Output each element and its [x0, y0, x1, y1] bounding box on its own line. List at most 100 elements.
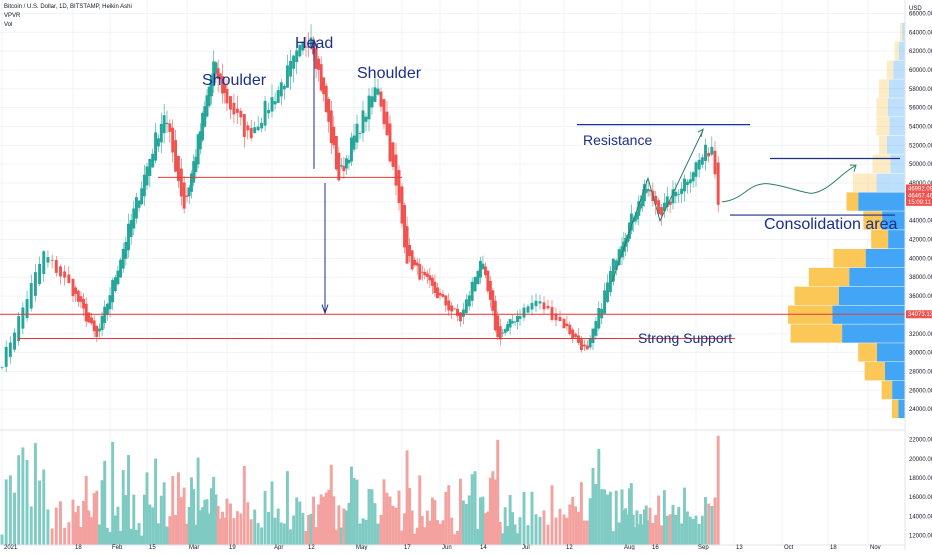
- volume-bar: [565, 517, 569, 545]
- candle-body: [364, 116, 368, 122]
- candle: [433, 274, 437, 297]
- price-tag-text: 15:09:11: [908, 200, 932, 206]
- candle-body: [90, 317, 93, 324]
- candle-body: [198, 131, 202, 150]
- volume-bar: [182, 487, 186, 545]
- candle: [603, 282, 607, 315]
- time-axis[interactable]: 2021 18 Feb 15 Mar 19 Apr 12 May 17 Jun 14 Jul 12 Aug 1…: [0, 544, 905, 551]
- y-tick-label: 54000.00: [909, 124, 932, 130]
- candle: [295, 42, 299, 75]
- volume-bar: [405, 450, 409, 545]
- candle: [373, 74, 377, 103]
- candle-body: [680, 188, 684, 194]
- candle-body: [379, 91, 383, 107]
- volume-bar: [314, 527, 318, 545]
- candle: [410, 249, 414, 272]
- volume-bar: [142, 494, 146, 545]
- candle-body: [704, 144, 707, 162]
- volume-bar: [391, 505, 395, 545]
- candle-body: [441, 294, 445, 297]
- price-tag-bg: [906, 197, 932, 206]
- vpvr-row: [892, 399, 905, 419]
- candle-body: [511, 321, 515, 324]
- candle-body: [385, 111, 389, 136]
- candle: [594, 317, 598, 341]
- candle-body: [464, 299, 468, 314]
- candle-body: [165, 122, 169, 125]
- y-tick-label: 30000.00: [909, 351, 932, 357]
- volume-bar: [25, 460, 29, 545]
- candle: [111, 277, 115, 311]
- candle-body: [4, 347, 8, 367]
- volume-bar: [270, 481, 274, 545]
- annotations: Head Shoulder Shoulder Resistance Consolidat…: [202, 35, 898, 346]
- volume-bar: [165, 526, 169, 545]
- volume-bar: [597, 448, 601, 545]
- candle-body: [79, 296, 83, 302]
- volume-bar: [221, 511, 225, 545]
- candle-body: [423, 271, 427, 276]
- candle-body: [503, 329, 507, 333]
- candle: [129, 213, 133, 246]
- x-tick-label: Mar: [189, 545, 199, 550]
- volume-bar: [194, 524, 198, 545]
- candle-body: [415, 262, 419, 266]
- volume-bar: [235, 511, 239, 545]
- candle: [600, 303, 604, 325]
- candle: [648, 189, 652, 197]
- volume-bar: [438, 524, 442, 545]
- candle: [182, 176, 186, 214]
- candle: [33, 264, 37, 302]
- indicator-vpvr[interactable]: VPVR: [4, 13, 21, 19]
- candle: [171, 119, 175, 163]
- volume-bar: [301, 512, 305, 545]
- candle: [639, 195, 643, 212]
- candle-body: [285, 65, 289, 88]
- volume-bar: [562, 514, 566, 545]
- candle-body: [413, 259, 417, 266]
- candle: [276, 86, 280, 104]
- volume-bar: [42, 469, 46, 545]
- candle: [704, 138, 707, 171]
- label-support: Strong Support: [638, 330, 732, 346]
- volume-bar: [694, 515, 698, 545]
- candle: [713, 141, 717, 179]
- volume-bar: [635, 510, 639, 545]
- candle: [174, 129, 178, 173]
- candle-body: [156, 138, 160, 147]
- candle: [339, 157, 343, 170]
- candle-body: [611, 258, 615, 282]
- vpvr-row: [846, 192, 905, 211]
- volume-bar: [124, 495, 128, 545]
- volume-bar: [624, 508, 628, 545]
- candle: [317, 55, 321, 82]
- volume-bar: [685, 511, 689, 545]
- candle: [697, 152, 701, 177]
- volume-bar: [511, 512, 515, 545]
- volume-bar: [379, 514, 383, 545]
- candle: [441, 289, 445, 299]
- x-tick-label: 13: [736, 545, 743, 550]
- volume-bar: [127, 454, 130, 545]
- candle-body: [453, 308, 457, 310]
- vpvr-buy: [898, 399, 905, 419]
- candle: [90, 312, 93, 326]
- vpvr-buy: [902, 22, 905, 42]
- candle-body: [481, 263, 485, 270]
- vpvr-buy: [892, 380, 905, 400]
- volume-bar: [156, 523, 160, 545]
- candle: [337, 146, 341, 182]
- candle-body: [218, 73, 222, 79]
- indicator-vol[interactable]: Vol: [4, 22, 13, 28]
- projection-line: [611, 130, 704, 283]
- volume-bar: [223, 517, 227, 545]
- candle-body: [606, 282, 609, 302]
- volume-bar: [364, 519, 368, 545]
- candle: [137, 199, 141, 212]
- candle: [479, 256, 482, 284]
- volume-bar: [209, 488, 213, 545]
- candle: [620, 237, 624, 266]
